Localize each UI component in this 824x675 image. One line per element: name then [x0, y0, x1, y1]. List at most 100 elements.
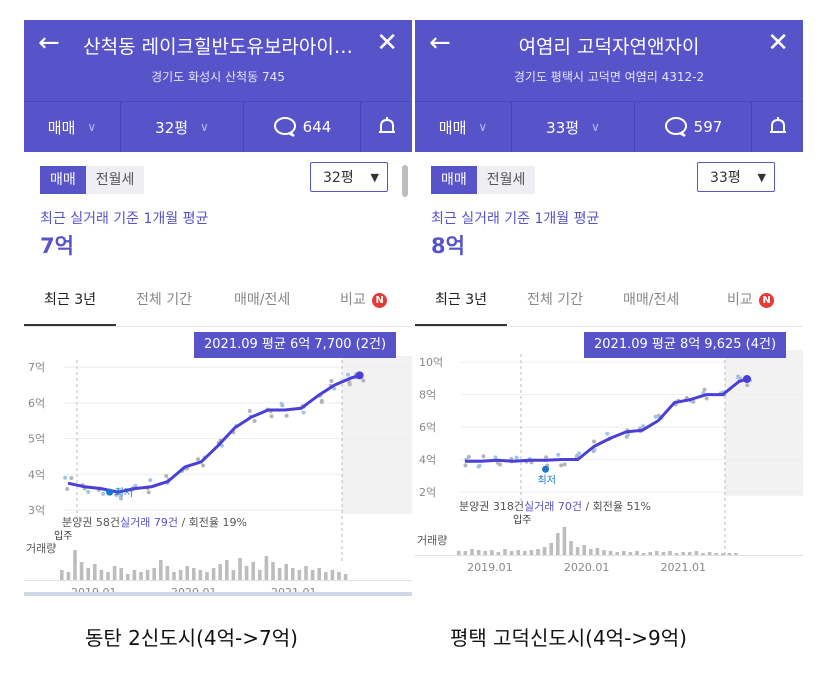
trade-point — [284, 413, 289, 418]
volume-bar — [727, 553, 732, 555]
volume-bar — [470, 549, 474, 555]
trade-count: 실거래 79건 — [120, 516, 178, 529]
trade-point — [605, 431, 610, 436]
toggle-sale[interactable]: 매매 — [40, 166, 86, 194]
size-select[interactable]: 32평 ▼ — [310, 162, 388, 192]
volume-bar — [509, 551, 514, 555]
chevron-down-icon: ∨ — [478, 120, 488, 134]
move-in-label: 입주 — [513, 513, 531, 526]
tab-recent-3y[interactable]: 최근 3년 — [24, 278, 116, 326]
volume-bar — [694, 551, 699, 555]
tab-all-period[interactable]: 전체 기간 — [527, 292, 583, 308]
trade-stats: 분양권 318건실거래 70건 / 회전율 51% — [459, 500, 651, 513]
volume-bar — [79, 562, 84, 580]
trade-count: 실거래 70건 — [524, 500, 582, 513]
comments-button[interactable]: 597 — [635, 102, 752, 152]
trade-point — [592, 439, 597, 444]
y-tick-label: 7억 — [28, 361, 45, 374]
volume-bar — [238, 558, 242, 580]
volume-bar — [244, 566, 249, 580]
tab-compare[interactable]: 비교 N — [727, 278, 775, 326]
volume-bar — [490, 550, 494, 555]
y-tick-label: 2억 — [419, 486, 436, 499]
trade-point — [495, 460, 500, 465]
filter-bar: 매매 ∨ 33평 ∨ 597 — [415, 101, 803, 152]
volume-bar — [655, 551, 659, 555]
volume-bar — [595, 548, 600, 555]
chevron-down-icon: ∨ — [87, 120, 97, 134]
volume-bar — [152, 568, 156, 580]
volume-bar — [99, 570, 104, 580]
trade-point — [319, 400, 324, 405]
trade-point — [247, 408, 252, 413]
tab-sale-jeonse[interactable]: 매매/전세 — [623, 292, 680, 308]
trade-type-dropdown[interactable]: 매매 ∨ — [415, 102, 512, 152]
scrollbar-thumb[interactable] — [402, 165, 408, 197]
close-icon[interactable]: ✕ — [376, 28, 398, 58]
trade-type-label: 매매 — [47, 118, 76, 137]
close-icon[interactable]: ✕ — [767, 28, 789, 58]
trade-point — [641, 424, 646, 429]
volume-bar — [483, 551, 487, 555]
volume-label: 거래량 — [417, 534, 447, 547]
trade-point — [69, 475, 74, 480]
trade-point — [556, 452, 561, 457]
volume-bar — [304, 566, 308, 580]
toggle-rent[interactable]: 전월세 — [476, 166, 536, 194]
tab-compare-label: 비교 — [727, 292, 753, 308]
size-dropdown[interactable]: 32평 ∨ — [121, 102, 244, 152]
y-tick-label: 10억 — [419, 356, 443, 369]
tab-compare[interactable]: 비교 N — [340, 278, 388, 326]
comments-button[interactable]: 644 — [244, 102, 361, 152]
back-arrow-icon[interactable]: ← — [429, 28, 451, 58]
trade-point — [201, 463, 206, 468]
tab-all-period[interactable]: 전체 기간 — [136, 292, 192, 308]
comment-count: 597 — [693, 118, 723, 136]
tab-recent-3y[interactable]: 최근 3년 — [415, 278, 507, 326]
volume-bar — [337, 572, 341, 580]
volume-bar — [343, 574, 348, 580]
volume-bar — [549, 543, 553, 555]
trade-point — [702, 387, 707, 392]
volume-bar — [582, 545, 586, 555]
volume-bar — [185, 566, 189, 580]
y-tick-label: 4억 — [28, 468, 45, 481]
trade-point — [329, 379, 334, 384]
right-app-panel: ← 여염리 고덕자연앤자이 ✕ 경기도 평택시 고덕면 여염리 4312-2 매… — [415, 20, 803, 600]
volume-bar — [264, 556, 269, 580]
volume-bar — [178, 570, 183, 580]
alert-button[interactable] — [361, 102, 412, 152]
trade-point — [466, 454, 471, 459]
comment-icon — [273, 117, 296, 137]
recent-period-shade — [725, 350, 803, 496]
back-arrow-icon[interactable]: ← — [38, 28, 60, 58]
volume-bar — [681, 552, 685, 555]
y-tick-label: 3억 — [28, 504, 45, 517]
trade-toggle: 매매 전월세 — [40, 166, 145, 194]
size-dropdown[interactable]: 33평 ∨ — [512, 102, 635, 152]
x-tick-label: 2019.01 — [467, 561, 513, 574]
chevron-down-icon: ∨ — [591, 120, 600, 134]
volume-bar — [608, 551, 613, 555]
presale-count: 분양권 318건 — [459, 500, 524, 513]
alert-button[interactable] — [752, 102, 803, 152]
turnover-rate: / 회전율 51% — [582, 500, 651, 513]
volume-bar — [291, 568, 295, 580]
trade-type-dropdown[interactable]: 매매 ∨ — [24, 102, 121, 152]
bell-icon — [769, 117, 786, 133]
new-badge: N — [372, 293, 388, 308]
volume-bar — [86, 568, 90, 580]
trade-type-label: 매매 — [438, 118, 467, 137]
volume-bar — [688, 552, 692, 555]
toggle-sale[interactable]: 매매 — [431, 166, 477, 194]
toggle-rent[interactable]: 전월세 — [85, 166, 145, 194]
y-tick-label: 8억 — [419, 389, 436, 402]
size-select[interactable]: 33평 ▼ — [697, 162, 775, 192]
tab-sale-jeonse[interactable]: 매매/전세 — [234, 292, 291, 308]
recent-period-shade — [342, 356, 412, 514]
volume-bar — [324, 572, 328, 580]
new-badge: N — [759, 293, 775, 308]
volume-bar — [463, 551, 468, 555]
